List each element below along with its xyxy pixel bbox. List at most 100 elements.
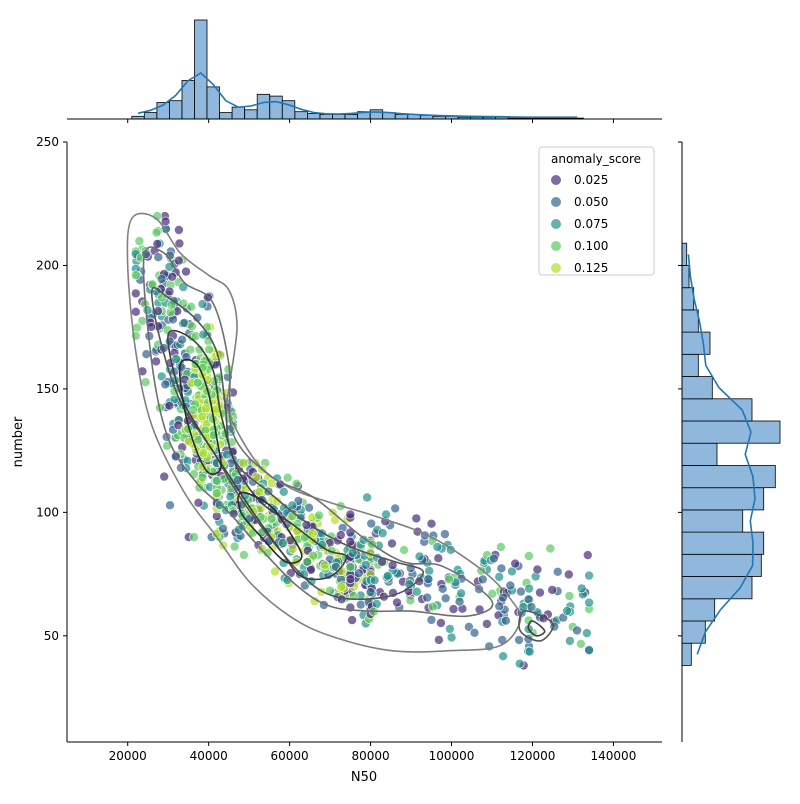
scatter-point — [501, 615, 511, 626]
scatter-point — [496, 563, 507, 574]
scatter-point — [365, 587, 376, 597]
y-histogram-bar — [681, 576, 753, 600]
legend-entry-label: 0.125 — [574, 261, 608, 275]
x-histogram-bar — [168, 100, 183, 120]
scatter-point — [218, 523, 228, 534]
scatter-point — [142, 305, 153, 316]
scatter-point — [317, 540, 328, 550]
x-histogram-bar — [319, 114, 333, 120]
y-histogram-bar — [681, 309, 699, 333]
scatter-point — [524, 583, 534, 594]
scatter-point — [319, 560, 330, 571]
scatter-point — [584, 597, 594, 608]
scatter-point — [582, 550, 593, 560]
scatter-point — [153, 252, 164, 263]
y-histogram-bar — [681, 553, 762, 577]
scatter-point — [287, 511, 298, 522]
scatter-point — [140, 377, 151, 388]
scatter-point — [399, 545, 409, 555]
scatter-point — [482, 619, 492, 629]
x-histogram-bar — [194, 19, 208, 120]
legend-marker — [551, 241, 561, 251]
scatter-point — [545, 543, 556, 554]
scatter-point — [151, 227, 162, 238]
scatter-point — [562, 606, 572, 616]
scatter-point — [262, 548, 273, 558]
scatter-point — [232, 475, 243, 485]
kde-contour-line — [518, 610, 554, 642]
y-histogram-bar — [681, 442, 718, 466]
scatter-point — [423, 574, 434, 585]
scatter-point — [437, 583, 448, 594]
scatter-point — [131, 306, 141, 317]
x-histogram-bar — [332, 114, 346, 120]
y-histogram-bar — [681, 242, 688, 266]
scatter-point — [532, 564, 543, 575]
scatter-point — [305, 565, 316, 575]
scatter-point — [151, 356, 161, 367]
y-histogram-bar — [681, 353, 699, 377]
scatter-point — [414, 551, 425, 562]
scatter-point — [369, 575, 380, 586]
kde-contour-line — [527, 620, 546, 637]
legend-marker — [551, 219, 561, 229]
scatter-point — [382, 570, 393, 581]
scatter-point — [193, 497, 204, 508]
x-histogram-bar — [206, 86, 220, 120]
x-histogram-bar — [269, 95, 283, 120]
scatter-point — [302, 556, 313, 567]
scatter-point — [212, 488, 222, 499]
kde-contour-line — [178, 358, 222, 475]
scatter-point — [549, 621, 560, 632]
scatter-point — [444, 574, 454, 585]
y-histogram-bar — [681, 376, 713, 400]
scatter-point — [189, 469, 199, 479]
scatter-point — [282, 575, 293, 585]
scatter-points — [131, 211, 594, 671]
scatter-point — [498, 651, 508, 662]
y-marginal-histogram — [681, 142, 781, 742]
scatter-point — [524, 646, 535, 657]
x-histogram-bar — [143, 112, 158, 120]
scatter-point — [192, 377, 203, 388]
x-axis-label: N50 — [351, 770, 377, 785]
scatter-point — [505, 580, 516, 591]
legend-entry-label: 0.075 — [574, 217, 608, 231]
scatter-point — [308, 550, 319, 561]
scatter-point — [239, 550, 249, 560]
scatter-point — [535, 587, 545, 598]
scatter-point — [362, 492, 372, 503]
y-histogram-bar — [681, 287, 695, 311]
scatter-point — [255, 512, 266, 522]
scatter-point — [181, 266, 191, 277]
x-tick-label: 80000 — [351, 749, 389, 763]
scatter-point — [174, 255, 184, 266]
scatter-point — [405, 595, 416, 606]
scatter-point — [565, 636, 575, 646]
kde-contour-line — [126, 212, 522, 653]
x-tick-label: 40000 — [190, 749, 228, 763]
y-axis-label: number — [11, 416, 26, 467]
kde-contours — [126, 212, 554, 653]
scatter-point — [270, 566, 280, 577]
legend-marker — [551, 175, 561, 185]
scatter-point — [177, 334, 187, 345]
x-histogram-bar — [394, 114, 409, 120]
scatter-point — [494, 572, 505, 582]
x-kde-curve — [137, 72, 578, 118]
scatter-point — [160, 216, 171, 227]
x-histogram-bar — [231, 106, 246, 120]
scatter-point — [345, 562, 356, 572]
scatter-point — [358, 534, 369, 545]
scatter-point — [347, 615, 357, 625]
scatter-point — [330, 515, 340, 525]
scatter-point — [204, 344, 214, 355]
x-histogram-bar — [306, 113, 321, 120]
scatter-point — [487, 588, 498, 599]
scatter-point — [156, 371, 167, 382]
legend-title: anomaly_score — [551, 152, 641, 166]
scatter-point — [229, 541, 240, 552]
scatter-point — [197, 411, 208, 422]
scatter-point — [469, 627, 480, 638]
